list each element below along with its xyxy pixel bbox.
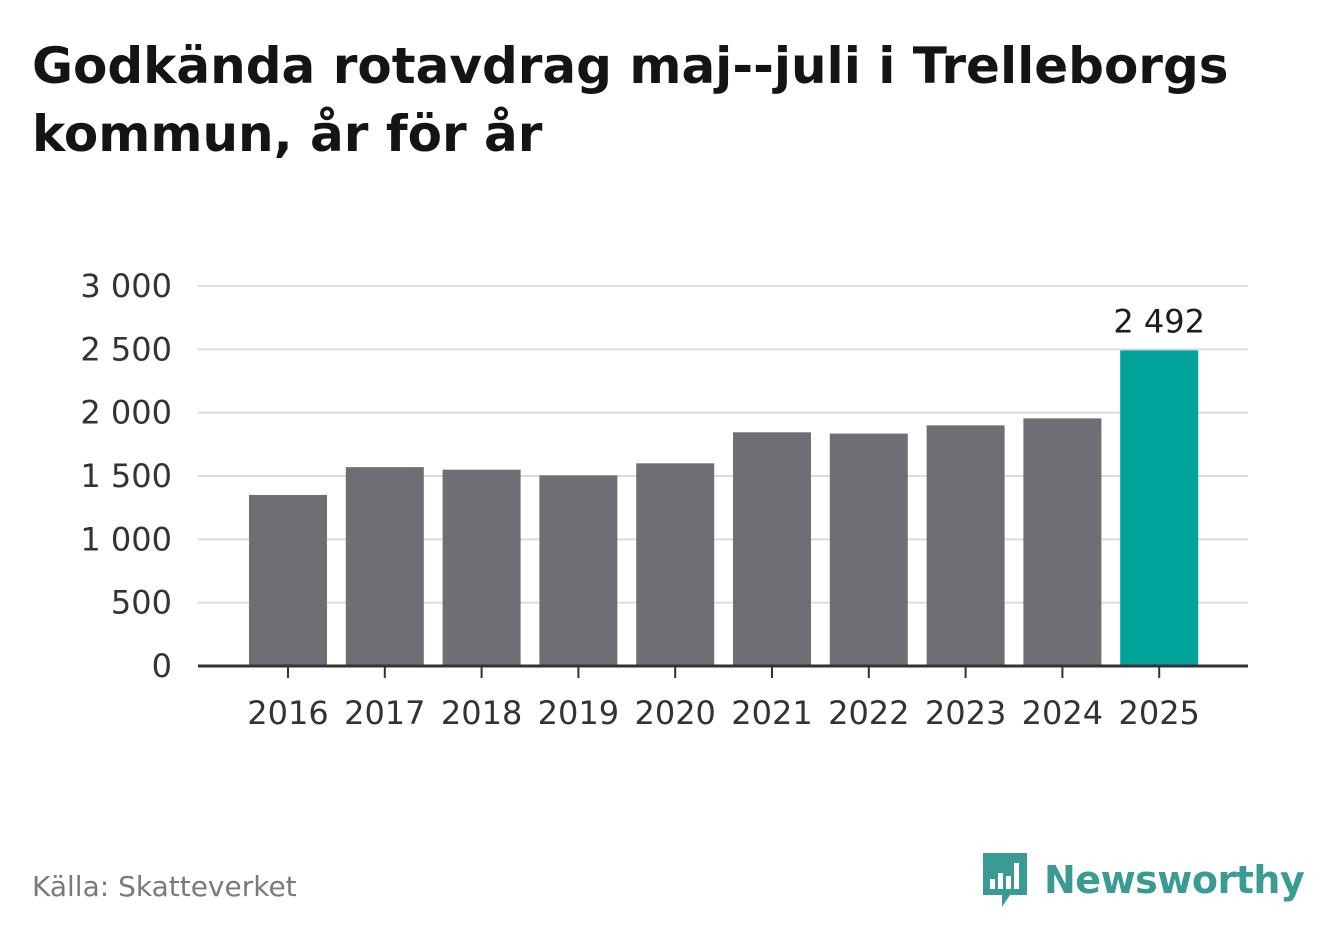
bar-2025 [1120, 350, 1199, 666]
x-tick-label: 2022 [828, 694, 909, 732]
y-tick-label: 1 000 [80, 520, 172, 558]
bar-2016 [249, 495, 327, 666]
x-tick-label: 2024 [1022, 694, 1103, 732]
x-tick-label: 2021 [731, 694, 812, 732]
x-tick-label: 2018 [441, 694, 522, 732]
y-tick-label: 500 [111, 584, 172, 622]
x-axis-ticks: 2016 2017 2018 2019 2020 2021 2022 2023 2024 2025 [247, 666, 1200, 732]
x-tick-label: 2019 [538, 694, 619, 732]
data-labels: 2 492 [1113, 302, 1205, 340]
x-tick-label: 2023 [925, 694, 1006, 732]
bar-2024 [1023, 418, 1102, 666]
x-tick-label: 2025 [1118, 694, 1199, 732]
bar-2022 [829, 433, 908, 666]
x-tick-label: 2017 [344, 694, 425, 732]
y-tick-label: 2 000 [80, 394, 172, 432]
brand-lockup: Newsworthy [980, 848, 1305, 912]
y-tick-label: 3 000 [80, 267, 172, 305]
bar-2020 [636, 463, 715, 666]
brand-name: Newsworthy [1044, 858, 1305, 902]
y-tick-label: 1 500 [80, 457, 172, 495]
bars [249, 350, 1199, 666]
chart-title: Godkända rotavdrag maj--juli i Trellebor… [32, 37, 1229, 163]
source-note: Källa: Skatteverket [32, 870, 297, 903]
bar-chart-speech-bubble-icon [983, 853, 1027, 907]
bar-2023 [926, 425, 1005, 666]
bar-2019 [539, 475, 618, 666]
bar-2021 [733, 432, 811, 666]
x-tick-label: 2020 [634, 694, 715, 732]
data-label: 2 492 [1113, 302, 1205, 340]
y-tick-label: 0 [152, 647, 172, 685]
x-tick-label: 2016 [247, 694, 328, 732]
y-axis-tick-labels: 0 500 1 000 1 500 2 000 2 500 3 000 [80, 267, 172, 685]
bar-2018 [442, 469, 521, 666]
y-tick-label: 2 500 [80, 330, 172, 368]
bar-2017 [345, 467, 424, 666]
